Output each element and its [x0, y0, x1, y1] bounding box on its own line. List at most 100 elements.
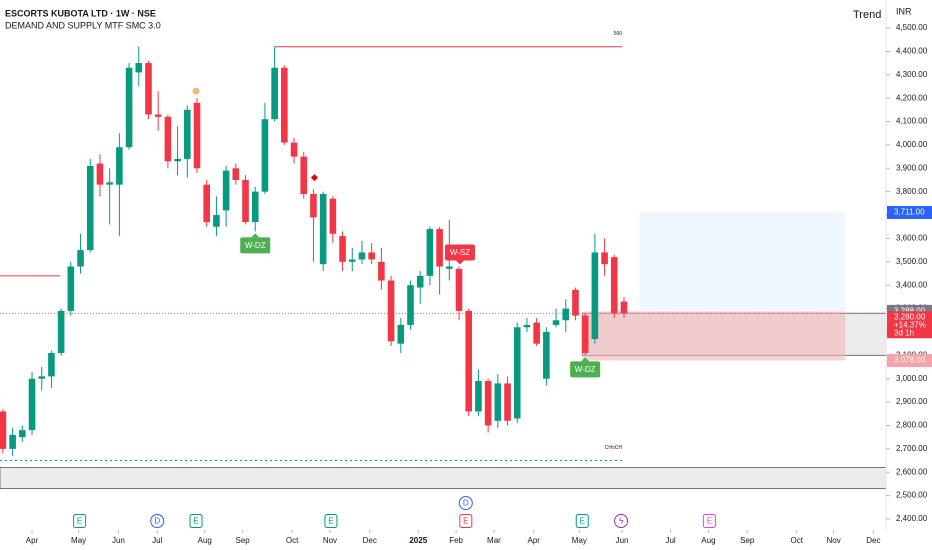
- candle-body: [38, 376, 46, 379]
- zone-label-bg: [240, 237, 271, 254]
- y-tick-label: 2,900.00: [896, 397, 928, 406]
- candle-body: [484, 381, 492, 426]
- price-badge: [887, 353, 932, 367]
- y-tick-label: 4,200.00: [896, 93, 928, 102]
- x-tick-label: Mar: [487, 536, 501, 545]
- candle-body: [348, 259, 356, 262]
- y-tick-label: 3,500.00: [896, 257, 928, 266]
- zone-label-pointer: [251, 233, 260, 238]
- x-tick-label: Jul: [152, 536, 162, 545]
- level-label: 500: [614, 31, 623, 37]
- candle-body: [213, 215, 220, 227]
- event-badge: [575, 514, 589, 528]
- zone-label: W-DZ: [245, 241, 266, 250]
- y-tick-label: 2,800.00: [896, 421, 928, 430]
- x-tick-label: 2025: [409, 536, 427, 545]
- candle-body: [0, 411, 7, 449]
- candle-body: [164, 116, 172, 162]
- candle-body: [290, 142, 298, 157]
- event-badge: [614, 514, 629, 528]
- candle-body: [67, 266, 75, 311]
- zone-label-bg: [570, 361, 601, 378]
- x-tick-label: Apr: [26, 536, 39, 545]
- candle-body: [251, 191, 259, 223]
- zone-label: W-DZ: [575, 365, 596, 374]
- x-tick-label: Feb: [449, 536, 463, 545]
- candle-body: [77, 250, 84, 267]
- zone: [582, 311, 846, 361]
- x-tick-label: Nov: [323, 536, 337, 545]
- candle-body: [300, 156, 308, 195]
- candle-body: [523, 324, 531, 328]
- candle-body: [261, 119, 269, 192]
- y-tick-label: 2,700.00: [896, 444, 928, 453]
- y-tick-label: 3,800.00: [896, 187, 928, 196]
- price-badge: [887, 205, 932, 219]
- event-badge: [189, 514, 203, 528]
- chart-title: ESCORTS KUBOTA LTD · 1W · NSE: [5, 8, 156, 18]
- candle-body: [271, 67, 278, 120]
- candle-body: [9, 434, 16, 449]
- candle-body: [610, 257, 618, 314]
- candle-body: [552, 320, 560, 325]
- candle-body: [57, 310, 65, 353]
- candle-body: [504, 383, 511, 421]
- candle-body: [416, 275, 424, 288]
- candle-body: [387, 280, 395, 342]
- candle-body: [96, 163, 104, 185]
- x-tick-label: Apr: [528, 536, 541, 545]
- candle-body: [455, 268, 463, 311]
- x-tick-label: Sep: [235, 536, 250, 545]
- x-tick-label: Jun: [112, 536, 125, 545]
- candle-body: [601, 252, 608, 265]
- candle-body: [281, 67, 288, 143]
- y-tick-label: 4,100.00: [896, 117, 928, 126]
- candle-body: [543, 331, 550, 379]
- candle-body: [222, 170, 230, 211]
- zone: [0, 467, 887, 490]
- price-badge-label: 3,078.00: [894, 356, 926, 365]
- zone-label-pointer: [455, 260, 464, 265]
- candle-body: [48, 352, 55, 377]
- candle-body: [581, 315, 589, 353]
- candle-body: [232, 168, 240, 180]
- y-tick-label: 2,600.00: [896, 467, 928, 476]
- y-tick-label: 3,600.00: [896, 234, 928, 243]
- candle-body: [339, 236, 346, 262]
- candle-body: [426, 229, 434, 276]
- x-tick-label: Jun: [616, 536, 629, 545]
- y-tick-label: 4,400.00: [896, 46, 928, 55]
- candle-body: [494, 383, 502, 421]
- candle-body: [513, 327, 521, 419]
- zone-label: W-SZ: [450, 248, 470, 257]
- signal-diamond: [310, 174, 318, 182]
- x-tick-label: May: [572, 536, 587, 545]
- event-badge: [458, 496, 473, 510]
- candle-body: [174, 158, 181, 162]
- x-tick-label: Oct: [790, 536, 803, 545]
- event-badge: [150, 514, 165, 528]
- candle-body: [154, 114, 162, 117]
- y-tick-label: 3,400.00: [896, 280, 928, 289]
- x-tick-label: Sep: [740, 536, 755, 545]
- trend-button[interactable]: Trend: [853, 9, 881, 21]
- x-tick-label: Oct: [286, 536, 299, 545]
- x-tick-label: May: [71, 536, 86, 545]
- candle-body: [620, 301, 628, 314]
- candle-body: [475, 381, 482, 412]
- candle-body: [572, 289, 579, 316]
- event-badge: [324, 514, 338, 528]
- x-tick-label: Aug: [198, 536, 212, 545]
- candle-body: [407, 285, 414, 325]
- candle-body: [19, 430, 26, 438]
- event-badge: [459, 514, 473, 528]
- zone-label-bg: [444, 244, 475, 261]
- candle-body: [106, 182, 113, 185]
- x-tick-label: Nov: [826, 536, 840, 545]
- candle-body: [319, 194, 327, 265]
- x-tick-label: Jul: [665, 536, 675, 545]
- x-tick-label: Dec: [363, 536, 377, 545]
- event-label: D: [463, 499, 469, 508]
